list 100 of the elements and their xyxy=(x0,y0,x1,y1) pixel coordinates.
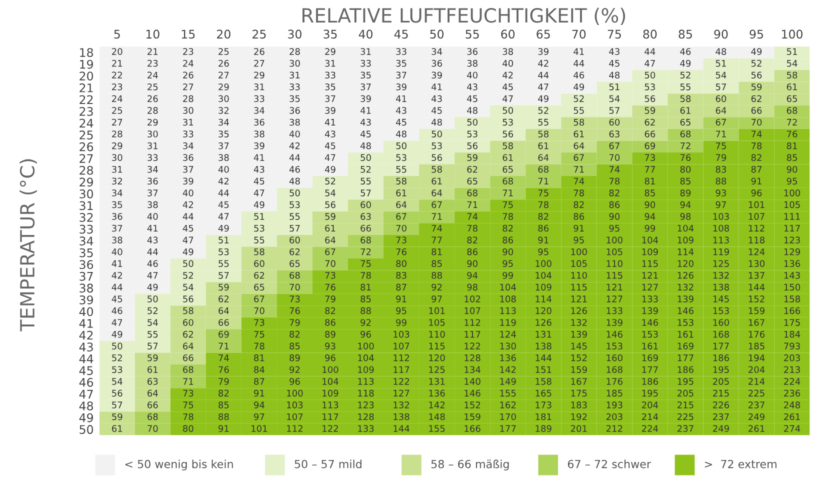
chart-title: RELATIVE LUFTFEUCHTIGKEIT (%) xyxy=(302,8,626,26)
data-label: 212 xyxy=(606,425,622,432)
data-label: 38 xyxy=(218,154,229,161)
data-label: 85 xyxy=(680,178,690,185)
data-label: 40 xyxy=(289,130,300,138)
data-label: 57 xyxy=(290,224,300,232)
data-label: 80 xyxy=(183,425,194,432)
data-label: 225 xyxy=(748,390,764,397)
data-label: 90 xyxy=(644,201,656,208)
data-label: 34 xyxy=(432,48,442,55)
data-label: 58 xyxy=(538,130,548,138)
data-label: 69 xyxy=(218,330,229,338)
data-label: 82 xyxy=(751,154,762,161)
data-label: 78 xyxy=(502,213,513,220)
data-label: 110 xyxy=(606,260,622,268)
data-label: 67 xyxy=(574,154,584,161)
data-label: 52 xyxy=(751,60,762,67)
data-label: 139 xyxy=(642,307,658,314)
data-label: 90 xyxy=(467,260,478,268)
data-label: 60 xyxy=(716,95,726,102)
data-label: 36 xyxy=(183,154,194,161)
y-tick-label: 26 xyxy=(80,142,94,152)
data-label: 101 xyxy=(252,425,267,432)
data-label: 93 xyxy=(325,342,336,350)
data-label: 41 xyxy=(360,107,371,114)
data-label: 24 xyxy=(148,72,158,78)
data-label: 41 xyxy=(254,154,264,161)
data-label: 82 xyxy=(218,390,229,397)
data-label: 65 xyxy=(290,260,300,268)
data-label: 103 xyxy=(287,402,303,408)
x-tick-label: 25 xyxy=(252,30,266,39)
data-label: 118 xyxy=(748,236,764,244)
data-label: 95 xyxy=(609,224,620,232)
data-label: 82 xyxy=(538,213,548,220)
data-label: 29 xyxy=(254,72,264,79)
data-label: 86 xyxy=(574,213,584,220)
data-label: 139 xyxy=(571,330,587,338)
data-label: 40 xyxy=(467,72,478,79)
data-label: 31 xyxy=(325,60,336,67)
data-label: 31 xyxy=(112,166,122,173)
data-label: 261 xyxy=(784,413,800,420)
data-label: 78 xyxy=(467,224,478,232)
data-label: 60 xyxy=(290,236,300,244)
data-label: 69 xyxy=(644,142,656,150)
data-label: 33 xyxy=(183,130,194,138)
data-label: 120 xyxy=(678,260,694,268)
data-label: 237 xyxy=(678,425,694,432)
data-label: 43 xyxy=(467,83,478,90)
data-label: 54 xyxy=(609,95,620,102)
data-label: 165 xyxy=(536,390,552,397)
data-label: 53 xyxy=(432,142,442,150)
data-label: 34 xyxy=(218,118,229,126)
data-label: 88 xyxy=(716,178,726,185)
data-label: 115 xyxy=(571,284,587,291)
data-label: 71 xyxy=(538,178,548,184)
data-label: 144 xyxy=(536,354,552,362)
data-label: 112 xyxy=(394,354,409,362)
data-label: 78 xyxy=(752,142,762,150)
y-axis-title: TEMPERATUR (°C) xyxy=(20,159,37,332)
data-label: 41 xyxy=(147,224,158,232)
data-label: 183 xyxy=(571,402,587,408)
data-label: 61 xyxy=(502,154,513,161)
data-label: 68 xyxy=(538,166,548,173)
data-label: 105 xyxy=(571,260,587,268)
data-label: 71 xyxy=(467,201,478,208)
data-label: 43 xyxy=(254,166,264,173)
data-label: 48 xyxy=(467,107,478,114)
x-tick-label: 70 xyxy=(572,30,586,39)
data-label: 108 xyxy=(713,224,729,232)
data-label: 150 xyxy=(784,284,800,291)
data-label: 62 xyxy=(290,248,300,256)
data-label: 49 xyxy=(538,95,548,102)
x-tick-label: 65 xyxy=(536,30,550,39)
data-label: 177 xyxy=(678,354,694,362)
data-label: 99 xyxy=(396,319,406,326)
data-label: 122 xyxy=(394,378,409,385)
data-label: 121 xyxy=(606,284,622,290)
data-label: 132 xyxy=(678,284,694,291)
data-label: 75 xyxy=(183,402,194,408)
x-tick-label: 50 xyxy=(430,30,444,39)
data-label: 112 xyxy=(287,425,302,432)
data-label: 175 xyxy=(784,319,800,326)
y-tick-label: 28 xyxy=(80,166,93,175)
data-label: 45 xyxy=(502,84,513,90)
data-label: 35 xyxy=(218,130,229,138)
data-label: 153 xyxy=(713,307,729,314)
data-label: 203 xyxy=(784,354,800,362)
data-label: 146 xyxy=(642,319,658,326)
data-label: 61 xyxy=(325,224,336,232)
data-label: 97 xyxy=(432,296,442,302)
data-label: 113 xyxy=(322,402,338,408)
data-label: 64 xyxy=(325,236,336,244)
data-label: 91 xyxy=(396,296,406,302)
data-label: 82 xyxy=(290,330,300,338)
data-label: 136 xyxy=(429,390,445,397)
data-label: 78 xyxy=(183,413,194,420)
data-label: 71 xyxy=(716,130,726,138)
data-label: 46 xyxy=(574,72,584,79)
data-label: 131 xyxy=(429,378,445,385)
data-label: 36 xyxy=(148,178,158,185)
